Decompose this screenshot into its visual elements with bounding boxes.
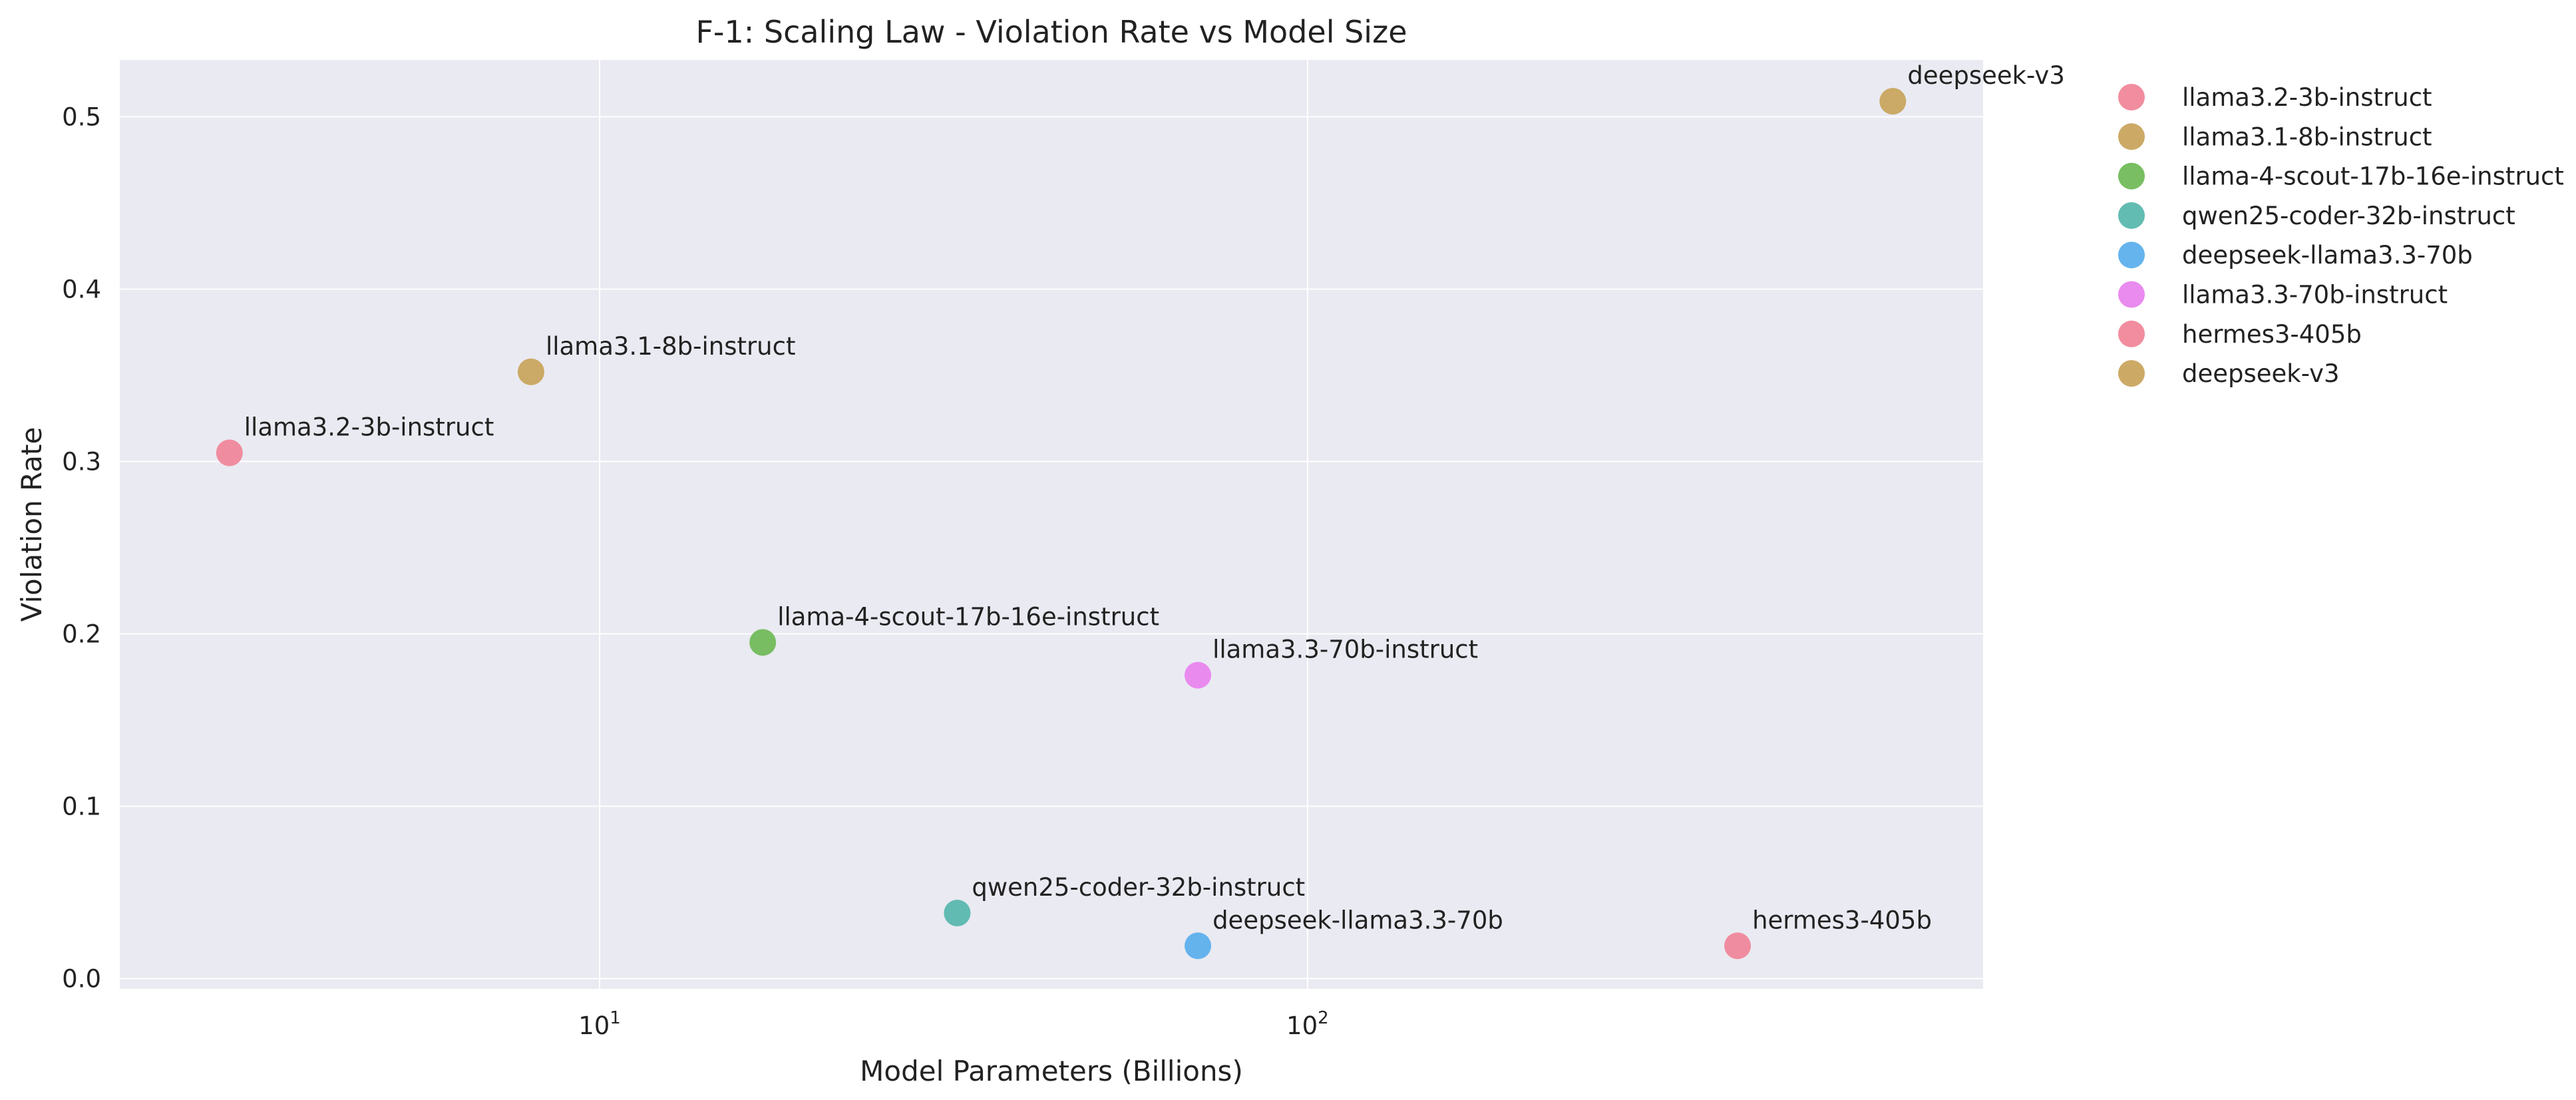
legend-marker	[2118, 84, 2145, 110]
legend-item-label: hermes3-405b	[2182, 320, 2362, 349]
data-point	[1724, 932, 1751, 960]
point-label: hermes3-405b	[1752, 906, 1932, 934]
legend-marker	[2118, 123, 2145, 150]
data-points	[216, 88, 1907, 960]
legend-item-label: deepseek-llama3.3-70b	[2182, 241, 2473, 270]
legend-item-label: qwen25-coder-32b-instruct	[2182, 202, 2515, 230]
y-tick-label: 0.0	[62, 964, 101, 993]
point-label: llama3.1-8b-instruct	[546, 332, 796, 361]
point-label: qwen25-coder-32b-instruct	[972, 873, 1305, 902]
legend-item-label: deepseek-v3	[2182, 359, 2340, 388]
point-label: deepseek-llama3.3-70b	[1212, 906, 1503, 934]
legend-item-label: llama3.2-3b-instruct	[2182, 83, 2432, 112]
legend-marker	[2118, 162, 2145, 190]
legend-item-label: llama-4-scout-17b-16e-instruct	[2182, 162, 2564, 191]
data-point	[749, 629, 777, 656]
point-label: deepseek-v3	[1907, 61, 2065, 90]
point-label: llama3.3-70b-instruct	[1212, 636, 1478, 664]
legend-marker	[2118, 320, 2145, 347]
y-tick-label: 0.3	[62, 447, 101, 476]
data-point	[1185, 932, 1212, 960]
point-labels: llama3.2-3b-instruct llama3.1-8b-instruct…	[244, 61, 2065, 934]
data-point	[517, 358, 544, 385]
y-axis-label: Violation Rate	[15, 427, 48, 622]
point-label: llama3.2-3b-instruct	[244, 413, 494, 442]
chart-title: F-1: Scaling Law - Violation Rate vs Mod…	[695, 14, 1407, 50]
y-tick-label: 0.1	[62, 792, 101, 821]
x-axis-label: Model Parameters (Billions)	[860, 1055, 1243, 1087]
legend: llama3.2-3b-instruct llama3.1-8b-instruct…	[2118, 83, 2564, 388]
point-label: llama-4-scout-17b-16e-instruct	[777, 602, 1159, 631]
plot-background	[120, 60, 1983, 989]
legend-marker	[2118, 281, 2145, 308]
legend-item-label: llama3.3-70b-instruct	[2182, 281, 2448, 309]
y-tick-label: 0.4	[62, 275, 101, 303]
grid-lines	[120, 60, 1983, 989]
legend-marker	[2118, 242, 2145, 269]
y-tick-label: 0.2	[62, 620, 101, 648]
legend-item-label: llama3.1-8b-instruct	[2182, 122, 2432, 151]
data-point	[1185, 661, 1212, 689]
x-tick-label: 101	[578, 1008, 621, 1040]
legend-marker	[2118, 202, 2145, 229]
data-point	[216, 439, 243, 466]
data-point	[1879, 88, 1907, 115]
x-tick-label: 102	[1286, 1008, 1329, 1040]
legend-marker	[2118, 360, 2145, 387]
y-tick-label: 0.5	[62, 102, 101, 131]
data-point	[944, 900, 971, 927]
